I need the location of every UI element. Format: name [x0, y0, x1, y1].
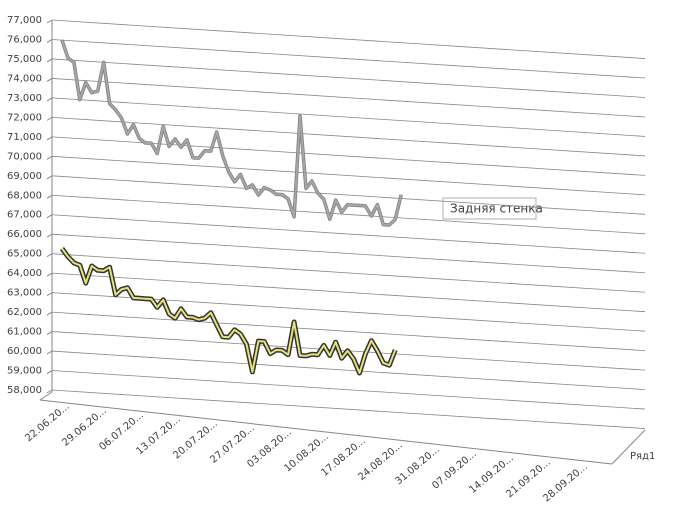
grid-line: [51, 311, 646, 352]
y-tick: [46, 77, 53, 82]
y-tick-label: 77,000: [7, 15, 42, 26]
series-line: [61, 39, 403, 226]
y-tick: [46, 116, 53, 121]
series-outline: [60, 39, 403, 227]
y-tick-label: 69,000: [7, 171, 42, 182]
y-tick: [46, 233, 53, 238]
y-tick-label: 66,000: [7, 229, 42, 240]
y-tick: [46, 370, 53, 374]
grid-line: [51, 175, 646, 215]
grid-line: [51, 389, 646, 429]
grid-line: [51, 19, 646, 59]
y-tick: [46, 253, 53, 258]
grid-line: [51, 97, 646, 137]
y-tick-label: 59,000: [7, 366, 42, 377]
y-tick: [46, 97, 53, 102]
y-tick-label: 65,000: [7, 249, 42, 260]
grid-line: [51, 78, 646, 118]
y-tick: [46, 311, 53, 316]
y-tick: [46, 389, 53, 394]
floor-front-edge: [39, 399, 613, 465]
y-tick: [46, 136, 53, 141]
y-tick-label: 73,000: [7, 93, 42, 104]
y-tick-label: 61,000: [7, 327, 42, 338]
floor-side-edge: [611, 429, 646, 465]
y-tick-label: 72,000: [7, 112, 42, 123]
y-tick-label: 75,000: [7, 54, 42, 65]
y-tick-label: 58,000: [7, 385, 42, 396]
y-tick-label: 68,000: [7, 190, 42, 201]
y-tick-label: 74,000: [7, 73, 42, 84]
depth-label: Ряд1: [630, 451, 655, 462]
y-tick-label: 64,000: [7, 268, 42, 279]
y-tick-label: 70,000: [7, 151, 42, 162]
annotation: Задняя стенка: [450, 202, 543, 216]
grid-line: [51, 39, 646, 79]
y-tick: [46, 39, 53, 43]
grid-line: [51, 194, 646, 235]
grid-line: [51, 116, 646, 157]
y-tick: [46, 331, 53, 336]
y-tick: [46, 58, 53, 63]
series-line: [61, 247, 397, 374]
grid-line: [51, 350, 646, 390]
y-tick: [46, 272, 53, 277]
grid-line: [51, 370, 646, 410]
y-tick: [46, 292, 53, 297]
y-tick-label: 62,000: [7, 307, 42, 318]
y-tick-label: 63,000: [7, 288, 42, 299]
grid-line: [51, 155, 646, 196]
y-tick-label: 76,000: [7, 34, 42, 45]
side-wall-edge: [39, 391, 53, 401]
y-tick: [46, 175, 53, 180]
grid-line: [51, 272, 646, 313]
y-tick: [46, 194, 53, 199]
y-tick-label: 60,000: [7, 346, 42, 357]
grid-line: [51, 136, 646, 176]
y-tick-label: 71,000: [7, 132, 42, 143]
grid-line: [51, 58, 646, 98]
y-tick: [46, 19, 53, 24]
y-tick: [46, 350, 53, 355]
grid-line: [51, 233, 646, 274]
y-tick-label: 67,000: [7, 210, 42, 221]
y-tick: [46, 214, 53, 219]
y-tick: [46, 155, 53, 160]
grid-line: [51, 214, 646, 254]
annotation-box: [442, 197, 537, 220]
grid-line: [51, 253, 646, 293]
